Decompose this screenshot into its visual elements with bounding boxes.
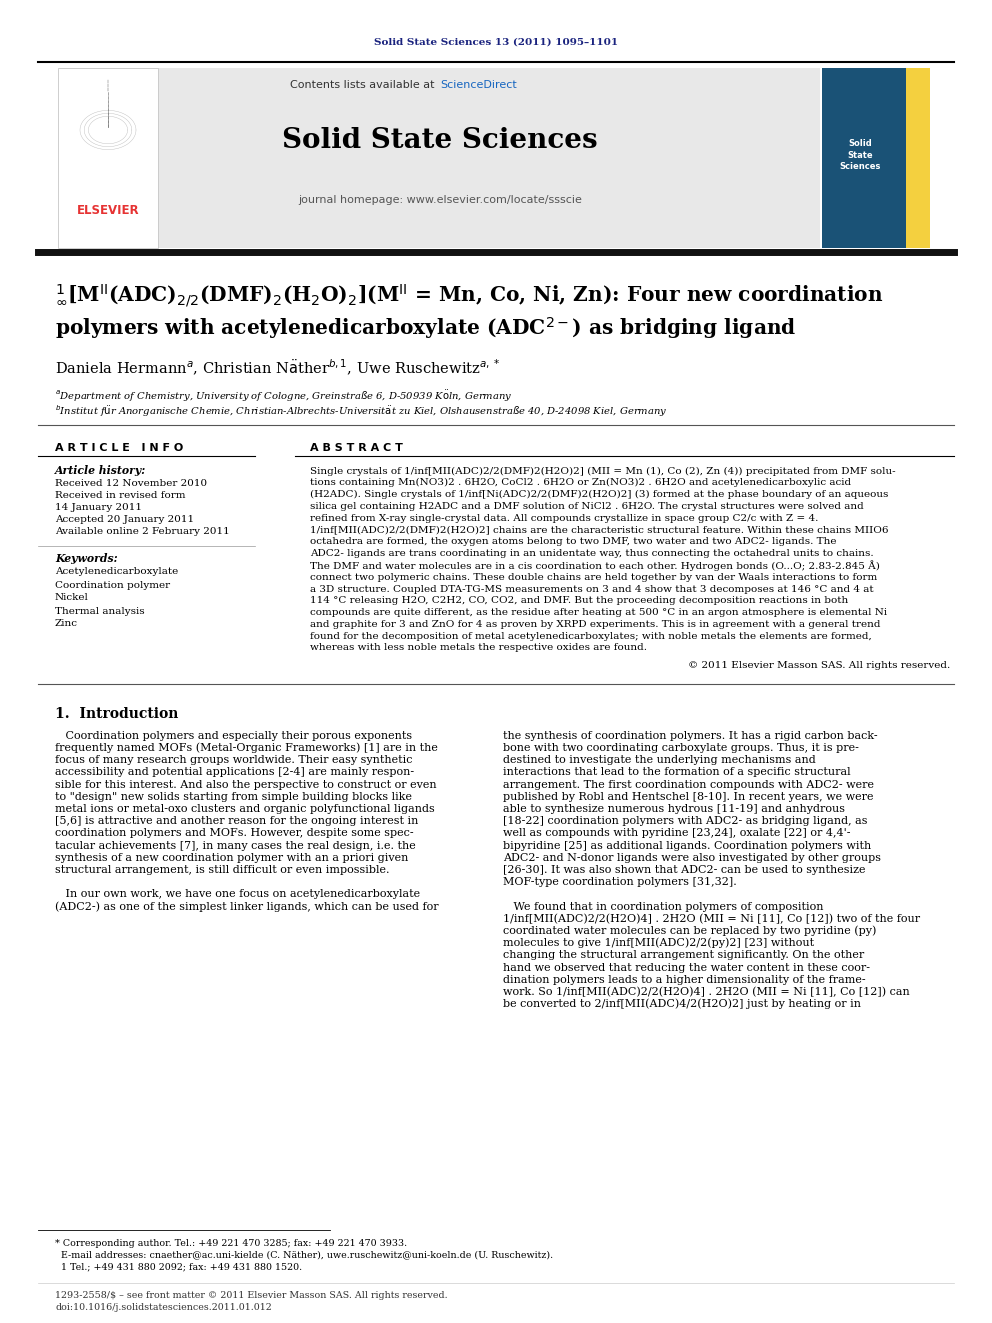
Text: We found that in coordination polymers of composition: We found that in coordination polymers o… — [503, 901, 823, 912]
Text: Coordination polymer: Coordination polymer — [55, 581, 170, 590]
Text: metal ions or metal-oxo clusters and organic polyfunctional ligands: metal ions or metal-oxo clusters and org… — [55, 804, 434, 814]
Text: compounds are quite different, as the residue after heating at 500 °C in an argo: compounds are quite different, as the re… — [310, 609, 887, 617]
Text: frequently named MOFs (Metal-Organic Frameworks) [1] are in the: frequently named MOFs (Metal-Organic Fra… — [55, 742, 437, 753]
Text: hand we observed that reducing the water content in these coor-: hand we observed that reducing the water… — [503, 963, 870, 972]
Text: [5,6] is attractive and another reason for the ongoing interest in: [5,6] is attractive and another reason f… — [55, 816, 419, 826]
Text: interactions that lead to the formation of a specific structural: interactions that lead to the formation … — [503, 767, 850, 778]
Text: and graphite for 3 and ZnO for 4 as proven by XRPD experiments. This is in agree: and graphite for 3 and ZnO for 4 as prov… — [310, 620, 881, 628]
Text: found for the decomposition of metal acetylenedicarboxylates; with noble metals : found for the decomposition of metal ace… — [310, 631, 872, 640]
Text: a 3D structure. Coupled DTA-TG-MS measurements on 3 and 4 show that 3 decomposes: a 3D structure. Coupled DTA-TG-MS measur… — [310, 585, 874, 594]
Text: ELSEVIER: ELSEVIER — [76, 204, 139, 217]
Text: arrangement. The first coordination compounds with ADC2- were: arrangement. The first coordination comp… — [503, 779, 874, 790]
Text: ADC2- and N-donor ligands were also investigated by other groups: ADC2- and N-donor ligands were also inve… — [503, 853, 881, 863]
Text: 1293-2558/$ – see front matter © 2011 Elsevier Masson SAS. All rights reserved.: 1293-2558/$ – see front matter © 2011 El… — [55, 1290, 447, 1299]
Text: the synthesis of coordination polymers. It has a rigid carbon back-: the synthesis of coordination polymers. … — [503, 730, 878, 741]
Text: Thermal analysis: Thermal analysis — [55, 606, 145, 615]
Text: Zinc: Zinc — [55, 619, 78, 628]
Text: A R T I C L E   I N F O: A R T I C L E I N F O — [55, 443, 184, 452]
Text: (H2ADC). Single crystals of 1/inf[Ni(ADC)2/2(DMF)2(H2O)2] (3) formed at the phas: (H2ADC). Single crystals of 1/inf[Ni(ADC… — [310, 490, 889, 499]
Text: ADC2- ligands are trans coordinating in an unidentate way, thus connecting the o: ADC2- ligands are trans coordinating in … — [310, 549, 874, 558]
Text: refined from X-ray single-crystal data. All compounds crystallize in space group: refined from X-ray single-crystal data. … — [310, 513, 818, 523]
Text: Acetylenedicarboxylate: Acetylenedicarboxylate — [55, 568, 179, 577]
Text: tacular achievements [7], in many cases the real design, i.e. the: tacular achievements [7], in many cases … — [55, 840, 416, 851]
Text: © 2011 Elsevier Masson SAS. All rights reserved.: © 2011 Elsevier Masson SAS. All rights r… — [687, 662, 950, 671]
Text: sible for this interest. And also the perspective to construct or even: sible for this interest. And also the pe… — [55, 779, 436, 790]
Text: accessibility and potential applications [2-4] are mainly respon-: accessibility and potential applications… — [55, 767, 414, 778]
Text: whereas with less noble metals the respective oxides are found.: whereas with less noble metals the respe… — [310, 643, 647, 652]
Text: 14 January 2011: 14 January 2011 — [55, 504, 142, 512]
Text: 1/inf[MII(ADC)2/2(DMF)2(H2O)2] chains are the characteristic structural feature.: 1/inf[MII(ADC)2/2(DMF)2(H2O)2] chains ar… — [310, 525, 889, 534]
Text: (ADC2-) as one of the simplest linker ligands, which can be used for: (ADC2-) as one of the simplest linker li… — [55, 901, 438, 912]
Text: published by Robl and Hentschel [8-10]. In recent years, we were: published by Robl and Hentschel [8-10]. … — [503, 791, 874, 802]
Text: focus of many research groups worldwide. Their easy synthetic: focus of many research groups worldwide.… — [55, 755, 413, 765]
Text: Received in revised form: Received in revised form — [55, 492, 186, 500]
Text: destined to investigate the underlying mechanisms and: destined to investigate the underlying m… — [503, 755, 815, 765]
Text: be converted to 2/inf[MII(ADC)4/2(H2O)2] just by heating or in: be converted to 2/inf[MII(ADC)4/2(H2O)2]… — [503, 999, 861, 1009]
Text: Accepted 20 January 2011: Accepted 20 January 2011 — [55, 516, 194, 524]
Text: changing the structural arrangement significantly. On the other: changing the structural arrangement sign… — [503, 950, 864, 960]
Text: Available online 2 February 2011: Available online 2 February 2011 — [55, 528, 230, 537]
Bar — [906, 67, 930, 247]
Text: synthesis of a new coordination polymer with an a priori given: synthesis of a new coordination polymer … — [55, 853, 409, 863]
Text: Daniela Hermann$^a$, Christian N$\ddot{\mathrm{a}}$ther$^{b,1}$, Uwe Ruschewitz$: Daniela Hermann$^a$, Christian N$\ddot{\… — [55, 359, 500, 378]
Text: Coordination polymers and especially their porous exponents: Coordination polymers and especially the… — [55, 730, 412, 741]
Text: connect two polymeric chains. These double chains are held together by van der W: connect two polymeric chains. These doub… — [310, 573, 877, 582]
Text: $^a$Department of Chemistry, University of Cologne, Greinstra$\ss$e 6, D-50939 K: $^a$Department of Chemistry, University … — [55, 389, 513, 404]
Text: $^1_\infty$[M$^\mathrm{II}$(ADC)$_{2/2}$(DMF)$_2$(H$_2$O)$_2$](M$^\mathrm{II}$ =: $^1_\infty$[M$^\mathrm{II}$(ADC)$_{2/2}$… — [55, 282, 883, 308]
Text: coordination polymers and MOFs. However, despite some spec-: coordination polymers and MOFs. However,… — [55, 828, 414, 839]
Text: to "design" new solids starting from simple building blocks like: to "design" new solids starting from sim… — [55, 791, 412, 802]
Bar — [822, 67, 930, 247]
Text: polymers with acetylenedicarboxylate (ADC$^{2-}$) as bridging ligand: polymers with acetylenedicarboxylate (AD… — [55, 315, 797, 341]
Text: Nickel: Nickel — [55, 594, 89, 602]
Text: bipyridine [25] as additional ligands. Coordination polymers with: bipyridine [25] as additional ligands. C… — [503, 840, 871, 851]
Text: MOF-type coordination polymers [31,32].: MOF-type coordination polymers [31,32]. — [503, 877, 737, 888]
Text: tions containing Mn(NO3)2 . 6H2O, CoCl2 . 6H2O or Zn(NO3)2 . 6H2O and acetylened: tions containing Mn(NO3)2 . 6H2O, CoCl2 … — [310, 478, 851, 487]
Text: 1/inf[MII(ADC)2/2(H2O)4] . 2H2O (MII = Ni [11], Co [12]) two of the four: 1/inf[MII(ADC)2/2(H2O)4] . 2H2O (MII = N… — [503, 914, 921, 923]
Bar — [60, 67, 820, 247]
Text: * Corresponding author. Tel.: +49 221 470 3285; fax: +49 221 470 3933.: * Corresponding author. Tel.: +49 221 47… — [55, 1238, 407, 1248]
Text: Solid State Sciences: Solid State Sciences — [282, 127, 598, 153]
Text: Single crystals of 1/inf[MII(ADC)2/2(DMF)2(H2O)2] (MII = Mn (1), Co (2), Zn (4)): Single crystals of 1/inf[MII(ADC)2/2(DMF… — [310, 467, 896, 475]
Text: well as compounds with pyridine [23,24], oxalate [22] or 4,4'-: well as compounds with pyridine [23,24],… — [503, 828, 850, 839]
Text: Solid State Sciences 13 (2011) 1095–1101: Solid State Sciences 13 (2011) 1095–1101 — [374, 37, 618, 46]
Bar — [58, 67, 158, 247]
Text: In our own work, we have one focus on acetylenedicarboxylate: In our own work, we have one focus on ac… — [55, 889, 421, 900]
Text: silica gel containing H2ADC and a DMF solution of NiCl2 . 6H2O. The crystal stru: silica gel containing H2ADC and a DMF so… — [310, 501, 864, 511]
Text: molecules to give 1/inf[MII(ADC)2/2(py)2] [23] without: molecules to give 1/inf[MII(ADC)2/2(py)2… — [503, 938, 814, 949]
Text: E-mail addresses: cnaether@ac.uni-kielde (C. Näther), uwe.ruschewitz@uni-koeln.d: E-mail addresses: cnaether@ac.uni-kielde… — [55, 1250, 554, 1259]
Text: 114 °C releasing H2O, C2H2, CO, CO2, and DMF. But the proceeding decomposition r: 114 °C releasing H2O, C2H2, CO, CO2, and… — [310, 597, 848, 606]
Text: A B S T R A C T: A B S T R A C T — [310, 443, 403, 452]
Text: bone with two coordinating carboxylate groups. Thus, it is pre-: bone with two coordinating carboxylate g… — [503, 744, 859, 753]
Text: structural arrangement, is still difficult or even impossible.: structural arrangement, is still difficu… — [55, 865, 390, 875]
Text: [18-22] coordination polymers with ADC2- as bridging ligand, as: [18-22] coordination polymers with ADC2-… — [503, 816, 867, 826]
Text: octahedra are formed, the oxygen atoms belong to two DMF, two water and two ADC2: octahedra are formed, the oxygen atoms b… — [310, 537, 836, 546]
Text: [26-30]. It was also shown that ADC2- can be used to synthesize: [26-30]. It was also shown that ADC2- ca… — [503, 865, 865, 875]
Text: 1.  Introduction: 1. Introduction — [55, 706, 179, 721]
Text: able to synthesize numerous hydrous [11-19] and anhydrous: able to synthesize numerous hydrous [11-… — [503, 804, 845, 814]
Text: Received 12 November 2010: Received 12 November 2010 — [55, 479, 207, 488]
Text: coordinated water molecules can be replaced by two pyridine (py): coordinated water molecules can be repla… — [503, 926, 876, 937]
Text: doi:10.1016/j.solidstatesciences.2011.01.012: doi:10.1016/j.solidstatesciences.2011.01… — [55, 1303, 272, 1311]
Text: Contents lists available at: Contents lists available at — [290, 79, 438, 90]
Text: 1 Tel.; +49 431 880 2092; fax: +49 431 880 1520.: 1 Tel.; +49 431 880 2092; fax: +49 431 8… — [55, 1262, 303, 1271]
Text: dination polymers leads to a higher dimensionality of the frame-: dination polymers leads to a higher dime… — [503, 975, 866, 984]
Text: Keywords:: Keywords: — [55, 553, 118, 565]
Text: journal homepage: www.elsevier.com/locate/ssscie: journal homepage: www.elsevier.com/locat… — [298, 194, 582, 205]
Text: work. So 1/inf[MII(ADC)2/2(H2O)4] . 2H2O (MII = Ni [11], Co [12]) can: work. So 1/inf[MII(ADC)2/2(H2O)4] . 2H2O… — [503, 987, 910, 998]
Text: Article history:: Article history: — [55, 466, 146, 476]
Text: The DMF and water molecules are in a cis coordination to each other. Hydrogen bo: The DMF and water molecules are in a cis… — [310, 560, 880, 570]
Text: ScienceDirect: ScienceDirect — [440, 79, 517, 90]
Text: Solid
State
Sciences: Solid State Sciences — [839, 139, 881, 171]
Text: $^b$Institut f$\ddot{\mathrm{u}}$r Anorganische Chemie, Christian-Albrechts-Univ: $^b$Institut f$\ddot{\mathrm{u}}$r Anorg… — [55, 404, 668, 419]
